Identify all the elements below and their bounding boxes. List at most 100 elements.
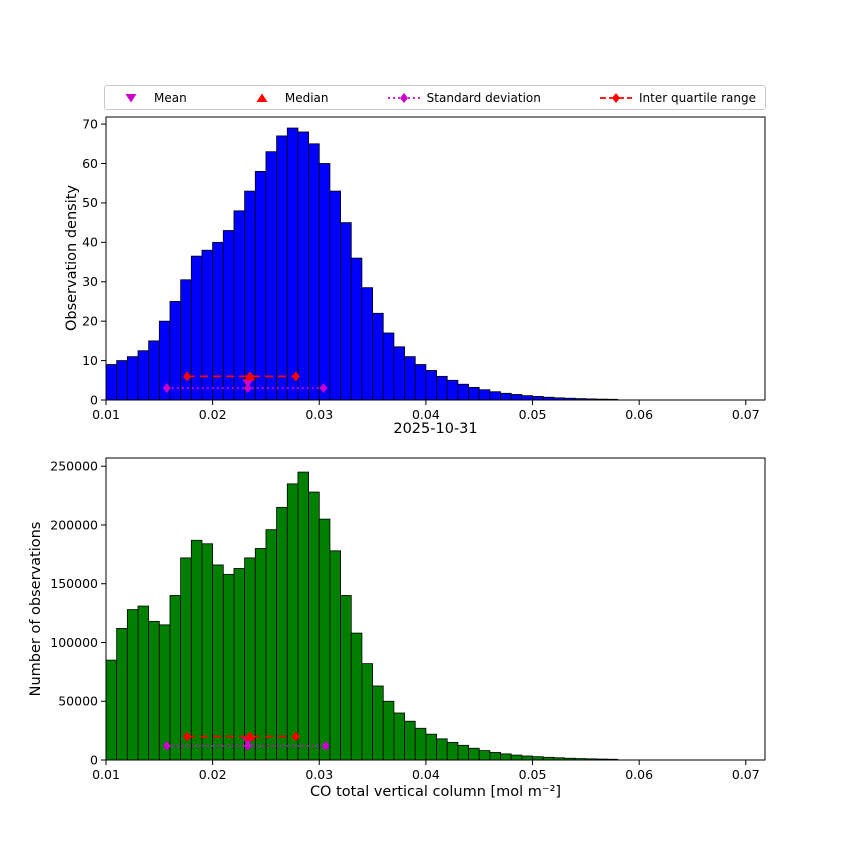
y-tick-label: 150000: [50, 576, 98, 591]
y-tick-label: 50: [82, 195, 98, 210]
histogram-bar: [169, 595, 182, 761]
y-tick-label: 50000: [58, 694, 98, 709]
histogram-bar: [180, 557, 192, 761]
top-y-axis-label: Observation density: [64, 184, 80, 332]
y-tick-label: 0: [90, 752, 98, 767]
histogram-bar: [169, 301, 182, 401]
histogram-bar: [148, 340, 160, 401]
histogram-bar: [372, 312, 384, 401]
x-tick-label: 0.07: [732, 767, 760, 782]
std-diamond-marker: [243, 383, 252, 394]
histogram-bar: [244, 557, 256, 761]
histogram-bar: [254, 548, 267, 761]
histogram-bar: [329, 550, 341, 761]
x-tick-label: 0.02: [199, 767, 227, 782]
histogram-bar: [137, 350, 150, 401]
histogram-bar: [180, 279, 192, 401]
histogram-bar: [201, 249, 214, 401]
histogram-bar: [414, 727, 427, 761]
histogram-bar: [190, 255, 203, 401]
histogram-bar: [468, 386, 480, 401]
histogram-bar: [478, 389, 491, 401]
histogram-bar: [286, 483, 299, 761]
std-diamond-marker: [162, 740, 171, 751]
histogram-bar: [116, 627, 128, 761]
x-tick-label: 0.07: [732, 407, 760, 422]
histogram-bar: [340, 595, 352, 761]
histogram-bar: [116, 360, 128, 401]
legend-item-median: Median: [245, 91, 329, 105]
mean-marker-icon: [114, 91, 148, 105]
axes-frame: [105, 116, 766, 401]
iqr-diamond-marker: [291, 731, 300, 742]
histogram-bar: [361, 287, 373, 401]
x-tick-label: 0.06: [625, 407, 653, 422]
histogram-bar: [233, 568, 246, 761]
median-marker: [244, 371, 256, 381]
histogram-bar: [521, 755, 533, 761]
y-tick-label: 10: [82, 353, 98, 368]
legend-label-median: Median: [284, 90, 329, 105]
histogram-bar: [489, 751, 501, 761]
iqr-marker-icon: [599, 91, 633, 105]
x-tick-label: 0.04: [412, 767, 440, 782]
histogram-bar: [308, 491, 320, 761]
histogram-bar: [297, 131, 310, 401]
histogram-bar: [372, 685, 384, 761]
histogram-bar: [457, 383, 469, 401]
histogram-bar: [105, 364, 118, 401]
histogram-bar: [404, 720, 416, 761]
median-marker-icon: [245, 91, 279, 105]
histogram-bar: [137, 605, 150, 761]
histogram-bar: [510, 394, 523, 401]
histogram-bar: [425, 733, 437, 761]
x-tick-label: 0.01: [92, 767, 120, 782]
iqr-diamond-marker: [183, 371, 192, 382]
observation-density-histogram: 0.01 0.02 0.03 0.04 0.05 0.06 0.07 0 10 20 30 40 50 6…: [82, 116, 766, 422]
histogram-bar: [254, 170, 267, 401]
histogram-bar: [446, 741, 459, 761]
histogram-bar: [382, 332, 395, 401]
legend: Mean Median Standard deviation Inter qua…: [104, 85, 766, 110]
histogram-bar: [244, 190, 256, 401]
legend-label-mean: Mean: [154, 90, 187, 105]
histogram-bar: [393, 712, 405, 761]
x-tick-label: 0.03: [305, 767, 333, 782]
histogram-bar: [265, 529, 278, 761]
axes-frame: [105, 457, 766, 761]
histogram-bar: [265, 151, 278, 401]
x-tick-label: 0.06: [625, 767, 653, 782]
y-tick-label: 0: [90, 392, 98, 407]
y-tick-label: 70: [82, 116, 98, 131]
histogram-bar: [468, 747, 480, 761]
y-tick-label: 200000: [50, 517, 98, 532]
histogram-bar: [446, 379, 459, 401]
legend-item-iqr: Inter quartile range: [599, 91, 756, 105]
histogram-bar: [190, 539, 203, 761]
x-axis-label: CO total vertical column [mol m⁻²]: [309, 784, 562, 800]
histogram-bar: [308, 143, 320, 401]
histogram-bar: [510, 754, 523, 761]
bottom-y-axis-label: Number of observations: [28, 521, 44, 697]
legend-item-standard-deviation: Standard deviation: [387, 91, 541, 105]
histogram-bar: [425, 370, 437, 401]
histogram-bar: [436, 375, 448, 401]
histogram-bar: [126, 609, 139, 761]
histogram-bar: [350, 257, 363, 401]
histogram-bar: [286, 127, 299, 401]
histogram-bar: [500, 392, 512, 401]
histogram-bar: [318, 518, 331, 761]
histogram-bar: [276, 135, 288, 401]
histogram-bar: [414, 364, 427, 401]
histogram-bar: [478, 750, 491, 761]
histogram-bar: [457, 744, 469, 761]
histogram-bar: [201, 543, 214, 761]
histogram-bar: [212, 564, 224, 761]
std-deviation-marker-icon: [387, 91, 421, 105]
histogram-bar: [222, 573, 235, 761]
histogram-bar: [105, 659, 118, 761]
y-tick-label: 60: [82, 156, 98, 171]
histogram-bar: [532, 396, 544, 401]
iqr-diamond-marker: [291, 371, 300, 382]
